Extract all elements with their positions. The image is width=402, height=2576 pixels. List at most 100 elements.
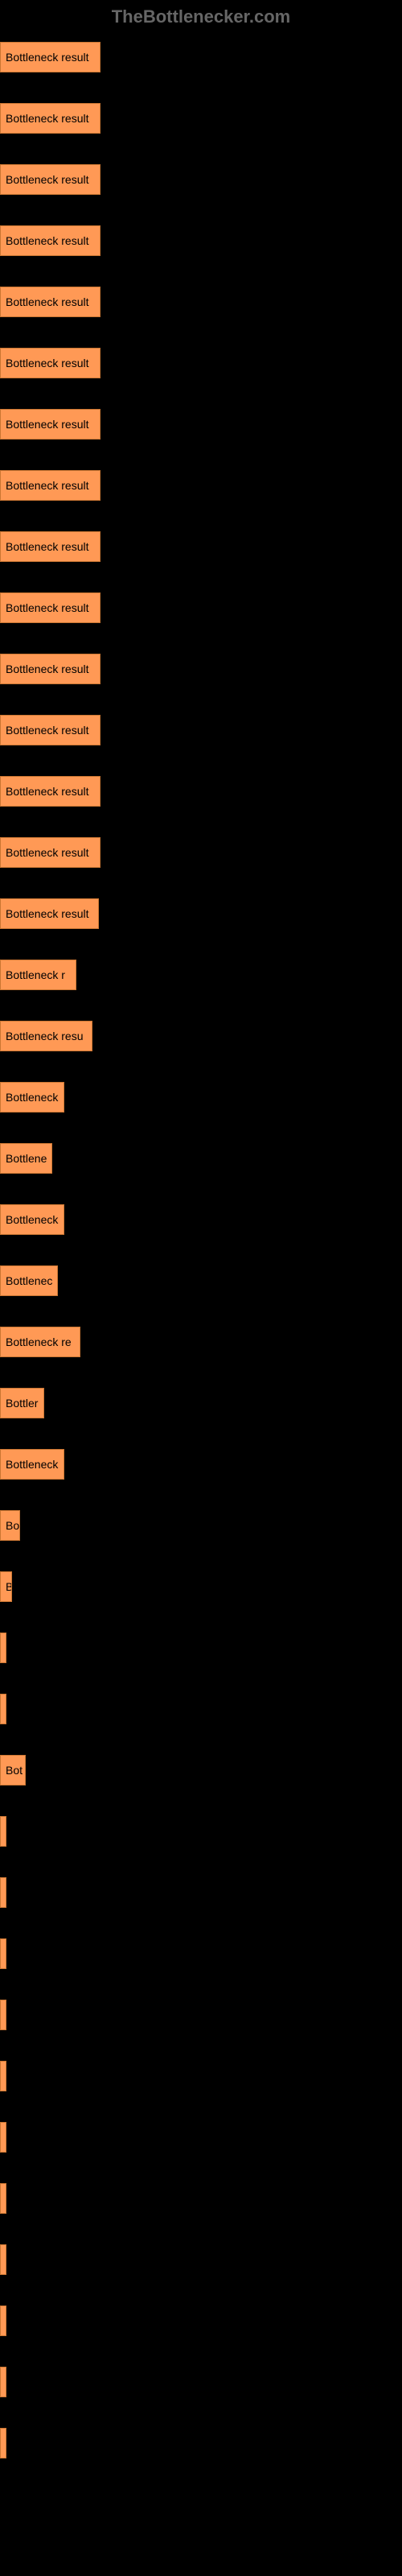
- chart-bar: Bottleneck result: [0, 531, 100, 562]
- bar-label: Bottleneck result: [6, 418, 89, 431]
- bar-label: Bottleneck result: [6, 540, 89, 553]
- bar-label: Bottleneck result: [6, 846, 89, 859]
- bar-label: Bot: [6, 1764, 23, 1777]
- bar-row: Bottleneck result: [0, 531, 402, 562]
- bar-label: Bottleneck: [6, 1091, 58, 1104]
- bar-row: [0, 2306, 402, 2336]
- bar-row: Bottleneck re: [0, 1327, 402, 1357]
- chart-bar: Bottlene: [0, 1143, 52, 1174]
- bar-label: Bottleneck result: [6, 112, 89, 125]
- bar-row: Bottleneck result: [0, 654, 402, 684]
- chart-bar: [0, 2122, 6, 2153]
- chart-bar: Bottleneck result: [0, 654, 100, 684]
- chart-bar: Bottleneck: [0, 1449, 64, 1480]
- bar-row: Bottlene: [0, 1143, 402, 1174]
- bar-row: [0, 2367, 402, 2397]
- chart-bar: [0, 2000, 6, 2030]
- chart-bar: Bottleneck resu: [0, 1021, 92, 1051]
- bar-row: Bottleneck result: [0, 287, 402, 317]
- chart-bar: Bottlenec: [0, 1265, 58, 1296]
- chart-bar: Bottleneck result: [0, 715, 100, 745]
- bar-row: Bottleneck result: [0, 776, 402, 807]
- chart-bar: Bottleneck result: [0, 164, 100, 195]
- bar-row: Bottleneck resu: [0, 1021, 402, 1051]
- bar-label: B: [6, 1580, 12, 1593]
- chart-bar: Bottleneck result: [0, 225, 100, 256]
- chart-bar: [0, 1694, 6, 1724]
- bar-row: Bottleneck result: [0, 470, 402, 501]
- bar-label: Bottleneck result: [6, 173, 89, 186]
- bar-row: Bottleneck result: [0, 409, 402, 440]
- chart-bar: [0, 2367, 6, 2397]
- chart-bar: B: [0, 1571, 12, 1602]
- bar-row: Bottleneck r: [0, 960, 402, 990]
- chart-bar: Bottleneck result: [0, 898, 99, 929]
- chart-bar: [0, 1938, 6, 1969]
- chart-bar: Bottleneck: [0, 1204, 64, 1235]
- bar-row: Bottleneck: [0, 1204, 402, 1235]
- bar-row: [0, 2244, 402, 2275]
- bar-row: [0, 2183, 402, 2214]
- bar-label: Bottleneck result: [6, 785, 89, 798]
- bar-row: Bottleneck: [0, 1449, 402, 1480]
- bar-label: Bottleneck: [6, 1213, 58, 1226]
- bar-row: Bottleneck result: [0, 103, 402, 134]
- bar-label: Bottleneck r: [6, 968, 65, 981]
- chart-bar: Bottleneck result: [0, 837, 100, 868]
- chart-bar: [0, 2306, 6, 2336]
- chart-bar: Bottleneck result: [0, 348, 100, 378]
- bar-row: Bottleneck result: [0, 225, 402, 256]
- chart-bar: Bottleneck result: [0, 592, 100, 623]
- bar-row: [0, 1938, 402, 1969]
- chart-bar: Bottleneck result: [0, 409, 100, 440]
- chart-bar: Bottleneck re: [0, 1327, 80, 1357]
- bar-label: Bottler: [6, 1397, 38, 1410]
- bar-label: Bottleneck result: [6, 724, 89, 737]
- bar-label: Bo: [6, 1519, 19, 1532]
- bar-row: Bottlenec: [0, 1265, 402, 1296]
- bar-row: [0, 2122, 402, 2153]
- bar-row: [0, 1633, 402, 1663]
- bar-label: Bottleneck re: [6, 1335, 72, 1348]
- bar-row: Bot: [0, 1755, 402, 1785]
- chart-bar: Bottler: [0, 1388, 44, 1418]
- chart-bar: [0, 1816, 6, 1847]
- chart-bar: Bottleneck result: [0, 42, 100, 72]
- chart-bar: Bottleneck r: [0, 960, 76, 990]
- bar-row: Bottleneck result: [0, 592, 402, 623]
- bar-row: [0, 2428, 402, 2458]
- bar-row: Bo: [0, 1510, 402, 1541]
- bar-row: Bottleneck result: [0, 164, 402, 195]
- bar-row: Bottleneck result: [0, 837, 402, 868]
- site-title: TheBottlenecker.com: [112, 6, 291, 27]
- bar-label: Bottleneck result: [6, 601, 89, 614]
- bar-row: Bottleneck: [0, 1082, 402, 1113]
- bar-row: Bottleneck result: [0, 898, 402, 929]
- bar-label: Bottleneck result: [6, 357, 89, 369]
- chart-bar: [0, 2183, 6, 2214]
- bar-label: Bottleneck result: [6, 234, 89, 247]
- bar-label: Bottleneck result: [6, 479, 89, 492]
- bar-label: Bottleneck result: [6, 907, 89, 920]
- bar-label: Bottleneck resu: [6, 1030, 84, 1042]
- bar-row: [0, 2061, 402, 2091]
- bar-row: Bottleneck result: [0, 348, 402, 378]
- chart-bar: Bottleneck result: [0, 470, 100, 501]
- chart-bar: Bottleneck: [0, 1082, 64, 1113]
- bar-row: [0, 1694, 402, 1724]
- bar-row: [0, 2000, 402, 2030]
- bar-label: Bottlene: [6, 1152, 47, 1165]
- bar-label: Bottleneck: [6, 1458, 58, 1471]
- bar-row: Bottleneck result: [0, 715, 402, 745]
- chart-bar: Bot: [0, 1755, 26, 1785]
- chart-bar: Bottleneck result: [0, 287, 100, 317]
- bar-label: Bottleneck result: [6, 51, 89, 64]
- chart-bar: Bottleneck result: [0, 103, 100, 134]
- chart-bar: [0, 1877, 6, 1908]
- bar-label: Bottleneck result: [6, 295, 89, 308]
- chart-bar: [0, 2061, 6, 2091]
- bar-row: Bottleneck result: [0, 42, 402, 72]
- bar-row: Bottler: [0, 1388, 402, 1418]
- chart-bar: Bottleneck result: [0, 776, 100, 807]
- chart-bar: [0, 2428, 6, 2458]
